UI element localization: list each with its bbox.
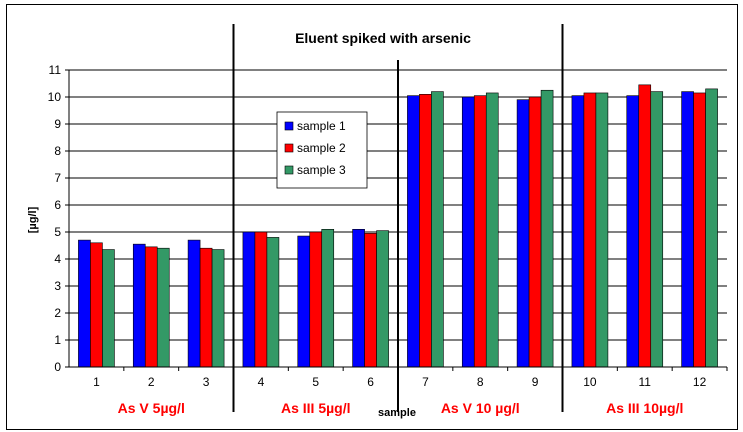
chart-title: Eluent spiked with arsenic	[295, 30, 471, 46]
y-tick-label: 3	[54, 279, 61, 293]
bar-sample-2-7	[419, 94, 432, 368]
y-tick-label: 11	[49, 63, 62, 77]
bar-sample-2-4	[254, 231, 268, 368]
bar-sample-3-5	[321, 229, 335, 368]
x-tick-label: 6	[367, 375, 374, 389]
bar-sample-1-4	[242, 231, 256, 368]
legend-swatch	[284, 165, 294, 175]
group-label: As III 5µg/l	[281, 400, 351, 416]
bar-sample-2-11	[638, 84, 652, 368]
bar-sample-2-2	[144, 246, 158, 368]
x-axis-label: sample	[378, 407, 416, 419]
bar-sample-2-9	[528, 96, 542, 368]
bar-sample-3-2	[156, 247, 170, 368]
bar-sample-1-1	[78, 239, 91, 368]
y-axis-label: [µg/l]	[27, 206, 39, 233]
x-tick-label: 7	[422, 375, 429, 389]
group-label: As V 5µg/l	[118, 400, 185, 416]
bar-sample-3-3	[211, 249, 225, 368]
bar-sample-2-3	[199, 247, 213, 368]
x-tick-label: 11	[639, 375, 652, 389]
bar-sample-1-3	[187, 239, 201, 368]
bar-sample-1-11	[626, 95, 640, 368]
x-tick-label: 5	[312, 375, 319, 389]
bar-sample-2-8	[473, 95, 487, 368]
y-tick-label: 9	[54, 117, 61, 131]
legend-label: sample 1	[297, 119, 346, 133]
y-tick-label: 2	[54, 306, 61, 320]
bar-sample-3-6	[376, 230, 389, 368]
x-tick-label: 12	[693, 375, 707, 389]
bar-sample-1-5	[297, 235, 311, 368]
group-label: As III 10µg/l	[606, 400, 683, 416]
bar-sample-2-10	[583, 92, 597, 368]
bar-sample-3-4	[266, 237, 280, 368]
bar-sample-2-1	[90, 242, 103, 368]
x-tick-label: 1	[93, 375, 100, 389]
bar-sample-2-12	[693, 92, 706, 368]
group-label: As V 10 µg/l	[441, 400, 520, 416]
bar-sample-3-12	[705, 88, 718, 368]
bar-sample-2-5	[309, 231, 323, 368]
y-tick-label: 5	[54, 225, 61, 239]
bar-sample-1-7	[407, 95, 420, 368]
legend-swatch	[284, 143, 294, 153]
legend-label: sample 2	[297, 141, 346, 155]
bar-sample-3-10	[595, 92, 609, 368]
y-tick-label: 6	[54, 198, 61, 212]
bar-sample-1-6	[352, 229, 365, 368]
bar-sample-3-7	[431, 91, 444, 368]
bar-sample-1-12	[681, 91, 694, 368]
y-tick-label: 0	[54, 360, 61, 374]
bar-sample-3-8	[485, 92, 499, 368]
bar-sample-1-8	[461, 96, 475, 368]
x-tick-label: 10	[583, 375, 597, 389]
bar-sample-3-11	[650, 91, 664, 368]
y-tick-label: 8	[54, 144, 61, 158]
bar-sample-2-6	[364, 233, 377, 368]
legend-swatch	[284, 121, 294, 131]
bar-sample-1-9	[516, 99, 530, 368]
y-tick-label: 10	[48, 90, 62, 104]
y-tick-label: 4	[54, 252, 61, 266]
legend-label: sample 3	[297, 163, 346, 177]
y-tick-label: 7	[54, 171, 61, 185]
x-tick-label: 8	[477, 375, 484, 389]
x-tick-label: 3	[203, 375, 210, 389]
y-tick-label: 1	[54, 333, 61, 347]
bar-sample-1-2	[132, 243, 146, 368]
x-tick-label: 4	[258, 375, 265, 389]
bar-sample-3-1	[102, 249, 115, 368]
x-tick-label: 9	[532, 375, 539, 389]
bar-sample-3-9	[540, 89, 554, 368]
bar-sample-1-10	[571, 95, 585, 368]
x-tick-label: 2	[148, 375, 155, 389]
